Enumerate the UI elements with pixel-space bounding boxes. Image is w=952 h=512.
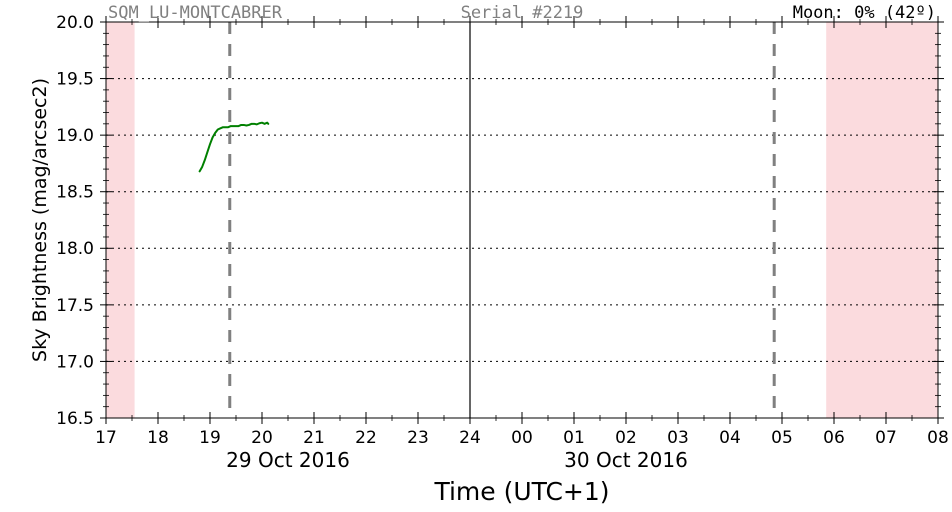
x-axis-title: Time (UTC+1) <box>433 477 609 506</box>
x-tick-label: 07 <box>875 428 897 448</box>
header-right: Moon: 0% (42º) <box>793 3 936 23</box>
x-date-left: 29 Oct 2016 <box>226 448 350 472</box>
header-center: Serial #2219 <box>461 3 584 23</box>
x-tick-label: 00 <box>511 428 533 448</box>
x-tick-label: 01 <box>563 428 585 448</box>
y-axis-title: Sky Brightness (mag/arcsec2) <box>29 78 51 362</box>
y-tick-label: 16.5 <box>56 409 94 429</box>
y-tick-label: 19.5 <box>56 70 94 90</box>
y-tick-label: 17.0 <box>56 352 94 372</box>
x-tick-label: 20 <box>251 428 273 448</box>
header-left: SQM_LU-MONTCABRER <box>108 3 283 23</box>
y-tick-label: 18.0 <box>56 239 94 259</box>
x-tick-label: 04 <box>719 428 741 448</box>
y-tick-label: 20.0 <box>56 13 94 33</box>
x-tick-label: 23 <box>407 428 429 448</box>
x-tick-label: 05 <box>771 428 793 448</box>
x-tick-label: 08 <box>927 428 949 448</box>
x-date-right: 30 Oct 2016 <box>564 448 688 472</box>
x-tick-label: 24 <box>459 428 481 448</box>
x-tick-label: 17 <box>95 428 117 448</box>
x-tick-label: 19 <box>199 428 221 448</box>
y-tick-label: 17.5 <box>56 296 94 316</box>
x-tick-label: 21 <box>303 428 325 448</box>
x-tick-label: 02 <box>615 428 637 448</box>
y-tick-label: 19.0 <box>56 126 94 146</box>
sky-brightness-chart: 17 18 19 20 21 22 23 24 00 01 02 03 04 05 06 07 08 16.5 17… <box>0 0 952 512</box>
x-tick-label: 22 <box>355 428 377 448</box>
x-tick-label: 06 <box>823 428 845 448</box>
y-tick-label: 18.5 <box>56 183 94 203</box>
x-tick-label: 18 <box>147 428 169 448</box>
x-tick-label: 03 <box>667 428 689 448</box>
